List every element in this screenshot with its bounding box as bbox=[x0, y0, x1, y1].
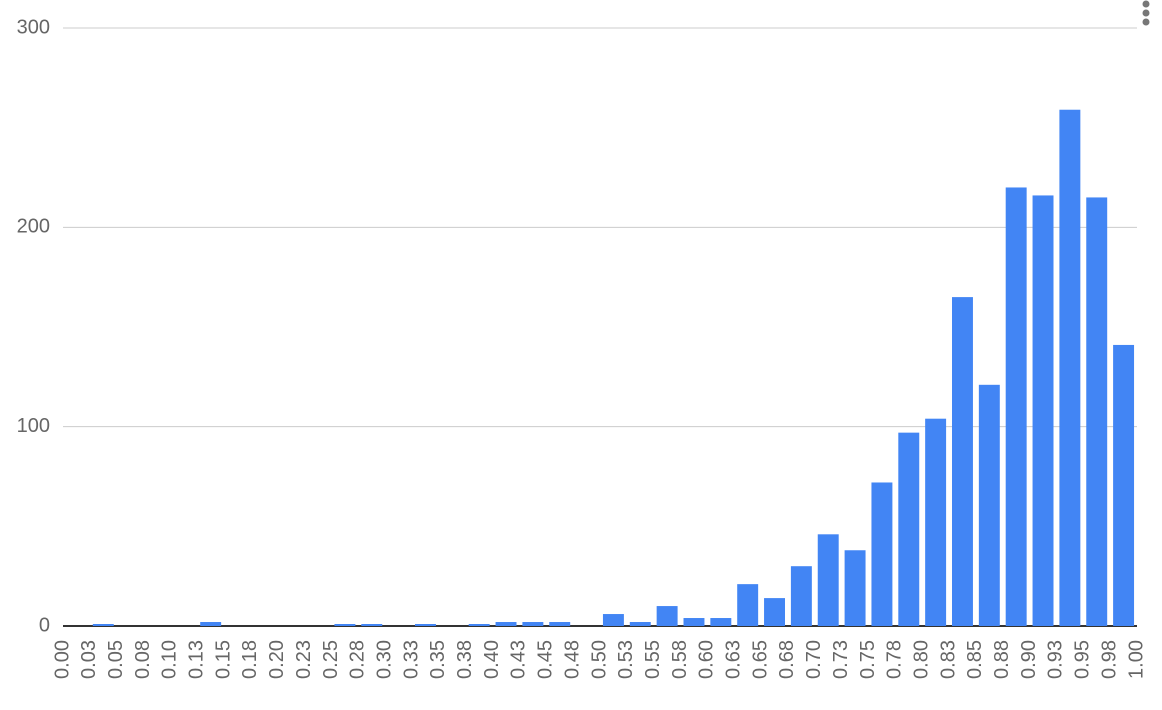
bar bbox=[415, 624, 436, 626]
bar bbox=[1005, 187, 1027, 626]
bar bbox=[871, 482, 893, 626]
bar bbox=[898, 432, 920, 626]
x-tick-label: 0.05 bbox=[105, 640, 127, 679]
bar bbox=[629, 622, 651, 626]
y-tick-label: 0 bbox=[39, 614, 50, 636]
x-tick-label: 0.25 bbox=[320, 640, 342, 679]
x-tick-label: 0.03 bbox=[78, 640, 100, 679]
x-tick-label: 0.08 bbox=[132, 640, 154, 679]
bar bbox=[1113, 344, 1135, 626]
x-tick-label: 0.78 bbox=[884, 640, 906, 679]
bar bbox=[790, 566, 812, 626]
x-tick-label: 0.50 bbox=[588, 640, 610, 679]
bar bbox=[92, 624, 114, 626]
x-tick-label: 0.75 bbox=[857, 640, 879, 679]
x-tick-label: 0.20 bbox=[266, 640, 288, 679]
x-tick-label: 0.68 bbox=[776, 640, 798, 679]
x-tick-label: 0.70 bbox=[803, 640, 825, 679]
bar bbox=[549, 622, 571, 626]
x-tick-label: 0.60 bbox=[696, 640, 718, 679]
x-tick-label: 0.18 bbox=[239, 640, 261, 679]
bar bbox=[710, 618, 732, 626]
x-tick-label: 0.40 bbox=[481, 640, 503, 679]
bar bbox=[602, 614, 624, 626]
x-tick-label: 0.43 bbox=[508, 640, 530, 679]
x-tick-label: 0.85 bbox=[964, 640, 986, 679]
x-tick-label: 0.73 bbox=[830, 640, 852, 679]
x-tick-label: 0.55 bbox=[642, 640, 664, 679]
bar bbox=[817, 534, 839, 626]
x-tick-label: 1.00 bbox=[1125, 640, 1147, 679]
x-tick-label: 0.88 bbox=[991, 640, 1013, 679]
x-tick-label: 0.65 bbox=[749, 640, 771, 679]
bar bbox=[925, 418, 947, 626]
bar bbox=[361, 624, 383, 626]
x-tick-label: 0.00 bbox=[51, 640, 73, 679]
bar bbox=[1032, 195, 1054, 626]
x-tick-label: 0.33 bbox=[400, 640, 422, 679]
bar bbox=[1086, 197, 1108, 626]
x-tick-label: 0.53 bbox=[615, 640, 637, 679]
x-tick-label: 0.63 bbox=[723, 640, 745, 679]
menu-dot bbox=[1142, 18, 1150, 26]
x-tick-label: 0.35 bbox=[427, 640, 449, 679]
bar bbox=[683, 618, 705, 626]
bar bbox=[468, 624, 490, 626]
x-tick-label: 0.10 bbox=[159, 640, 181, 679]
x-tick-label: 0.93 bbox=[1045, 640, 1067, 679]
x-tick-label: 0.15 bbox=[212, 640, 234, 679]
x-tick-label: 0.48 bbox=[561, 640, 583, 679]
x-tick-label: 0.23 bbox=[293, 640, 315, 679]
x-tick-label: 0.13 bbox=[186, 640, 208, 679]
x-tick-label: 0.80 bbox=[910, 640, 932, 679]
x-tick-label: 0.28 bbox=[347, 640, 369, 679]
bar bbox=[200, 622, 222, 626]
bar bbox=[1059, 109, 1081, 626]
x-tick-label: 0.90 bbox=[1018, 640, 1040, 679]
menu-icon[interactable] bbox=[1142, 0, 1150, 26]
bar bbox=[844, 550, 866, 626]
x-tick-label: 0.58 bbox=[669, 640, 691, 679]
y-tick-label: 300 bbox=[17, 16, 50, 38]
bar bbox=[764, 598, 785, 626]
bar bbox=[495, 622, 517, 626]
x-tick-label: 0.83 bbox=[937, 640, 959, 679]
x-tick-label: 0.30 bbox=[373, 640, 395, 679]
x-tick-label: 0.98 bbox=[1098, 640, 1120, 679]
bar bbox=[522, 622, 544, 626]
x-tick-label: 0.95 bbox=[1072, 640, 1094, 679]
y-tick-label: 100 bbox=[17, 415, 50, 437]
x-tick-label: 0.38 bbox=[454, 640, 476, 679]
bar bbox=[978, 384, 1000, 626]
bar bbox=[334, 624, 356, 626]
bar bbox=[952, 297, 973, 626]
menu-dot bbox=[1142, 9, 1150, 17]
x-tick-label: 0.45 bbox=[535, 640, 557, 679]
bar bbox=[656, 606, 678, 626]
menu-dot bbox=[1142, 0, 1150, 8]
y-tick-label: 200 bbox=[17, 216, 50, 238]
bar bbox=[737, 584, 759, 626]
